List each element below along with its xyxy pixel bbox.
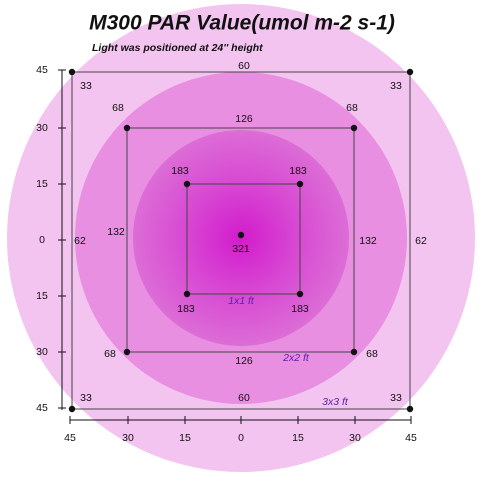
y-tick-label: 0 (39, 234, 45, 246)
y-tick-label: 45 (36, 64, 48, 76)
corner-value: 183 (289, 165, 307, 177)
corner-dot (68, 68, 76, 76)
square-1x1 (186, 183, 301, 295)
corner-value: 183 (171, 165, 189, 177)
corner-value: 33 (80, 392, 92, 404)
corner-dot (68, 405, 76, 413)
x-tick-label: 0 (238, 432, 244, 444)
x-tick-label: 30 (349, 432, 361, 444)
square-2x2 (126, 127, 355, 353)
y-tick-label: 15 (36, 178, 48, 190)
edge-value: 62 (415, 235, 427, 247)
x-tick-label: 45 (64, 432, 76, 444)
corner-value: 183 (291, 303, 309, 315)
y-tick-label: 30 (36, 122, 48, 134)
corner-value: 33 (390, 392, 402, 404)
zone-label: 3x3 ft (322, 396, 349, 408)
center-value: 321 (232, 243, 250, 255)
corner-dot (350, 124, 358, 132)
edge-value: 126 (235, 113, 253, 125)
x-tick-label: 15 (179, 432, 191, 444)
y-tick-label: 15 (36, 290, 48, 302)
corner-value: 68 (104, 348, 116, 360)
zone-label: 2x2 ft (282, 352, 310, 364)
x-tick-label: 30 (122, 432, 134, 444)
center-dot (237, 231, 245, 239)
corner-value: 68 (346, 102, 358, 114)
corner-value: 183 (177, 303, 195, 315)
corner-value: 33 (390, 80, 402, 92)
corner-value: 68 (366, 348, 378, 360)
y-tick-label: 45 (36, 402, 48, 414)
corner-dot (406, 68, 414, 76)
x-tick-label: 15 (292, 432, 304, 444)
labels: 45 30 15 0 15 30 45 45 30 15 0 15 30 45 33 33 33 33 60 60 62… (36, 60, 427, 444)
corner-dot (183, 180, 191, 188)
corner-dot (296, 290, 304, 298)
title: M300 PAR Value(umol m-2 s-1) (89, 12, 395, 35)
corner-dot (123, 348, 131, 356)
edge-value: 132 (107, 226, 125, 238)
corner-dot (350, 348, 358, 356)
zone-label: 1x1 ft (228, 295, 255, 307)
subtitle: Light was positioned at 24'' height (92, 42, 263, 54)
x-tick-label: 45 (405, 432, 417, 444)
corner-dots (68, 68, 414, 413)
corner-dot (406, 405, 414, 413)
edge-value: 60 (238, 60, 250, 72)
edge-value: 60 (238, 392, 250, 404)
edge-value: 126 (235, 355, 253, 367)
y-tick-label: 30 (36, 346, 48, 358)
edge-value: 132 (359, 235, 377, 247)
edge-value: 62 (74, 235, 86, 247)
corner-value: 68 (112, 102, 124, 114)
corner-value: 33 (80, 80, 92, 92)
square-3x3 (71, 71, 411, 410)
corner-dot (296, 180, 304, 188)
corner-dot (123, 124, 131, 132)
corner-dot (183, 290, 191, 298)
